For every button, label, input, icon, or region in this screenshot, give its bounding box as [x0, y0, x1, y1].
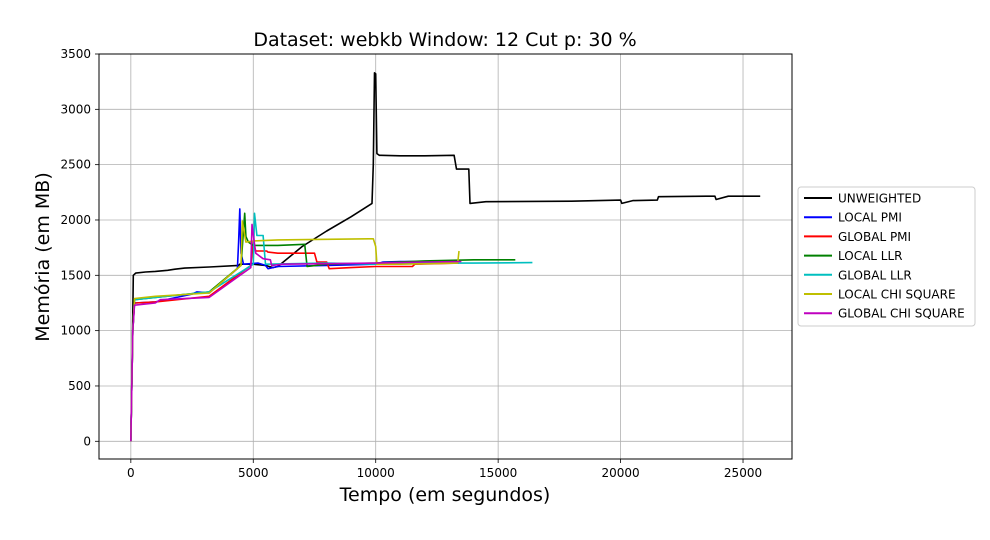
legend-label: LOCAL PMI [838, 211, 902, 225]
y-tick-label: 500 [68, 379, 91, 393]
y-tick-label: 3500 [60, 47, 91, 61]
plot-frame [98, 53, 793, 460]
legend-label: GLOBAL CHI SQUARE [838, 307, 965, 321]
y-tick-label: 2000 [60, 213, 91, 227]
y-axis-label: Memória (em MB) [32, 172, 54, 341]
y-tick-label: 1500 [60, 268, 91, 282]
y-tick-label: 1000 [60, 324, 91, 338]
legend-label: LOCAL LLR [838, 249, 903, 263]
x-axis-ticks: 0 5000 10000 15000 20000 25000 [127, 459, 762, 480]
x-tick-label: 10000 [357, 466, 395, 480]
x-tick-label: 20000 [601, 466, 639, 480]
x-tick-label: 15000 [479, 466, 517, 480]
chart-title: Dataset: webkb Window: 12 Cut p: 30 % [253, 29, 636, 51]
x-tick-label: 0 [127, 466, 135, 480]
series-line-global-pmi [130, 241, 460, 442]
y-tick-label: 0 [83, 434, 91, 448]
series-line-global-chi-square [130, 223, 462, 442]
series-line-unweighted [130, 72, 761, 442]
x-tick-label: 25000 [724, 466, 762, 480]
legend-label: UNWEIGHTED [838, 192, 921, 206]
x-axis-label: Tempo (em segundos) [339, 484, 551, 506]
legend-label: GLOBAL LLR [838, 268, 912, 282]
legend-label: LOCAL CHI SQUARE [838, 288, 956, 302]
y-tick-label: 3000 [60, 102, 91, 116]
y-axis-ticks: 0 500 1000 1500 2000 2500 3000 3500 [60, 47, 99, 448]
y-tick-label: 2500 [60, 158, 91, 172]
series-lines [130, 72, 761, 442]
x-tick-label: 5000 [238, 466, 269, 480]
legend-label: GLOBAL PMI [838, 230, 911, 244]
series-line-local-chi-square [130, 220, 460, 442]
legend: UNWEIGHTED LOCAL PMI GLOBAL PMI LOCAL LLR GL… [797, 186, 976, 327]
legend-box [797, 186, 976, 327]
